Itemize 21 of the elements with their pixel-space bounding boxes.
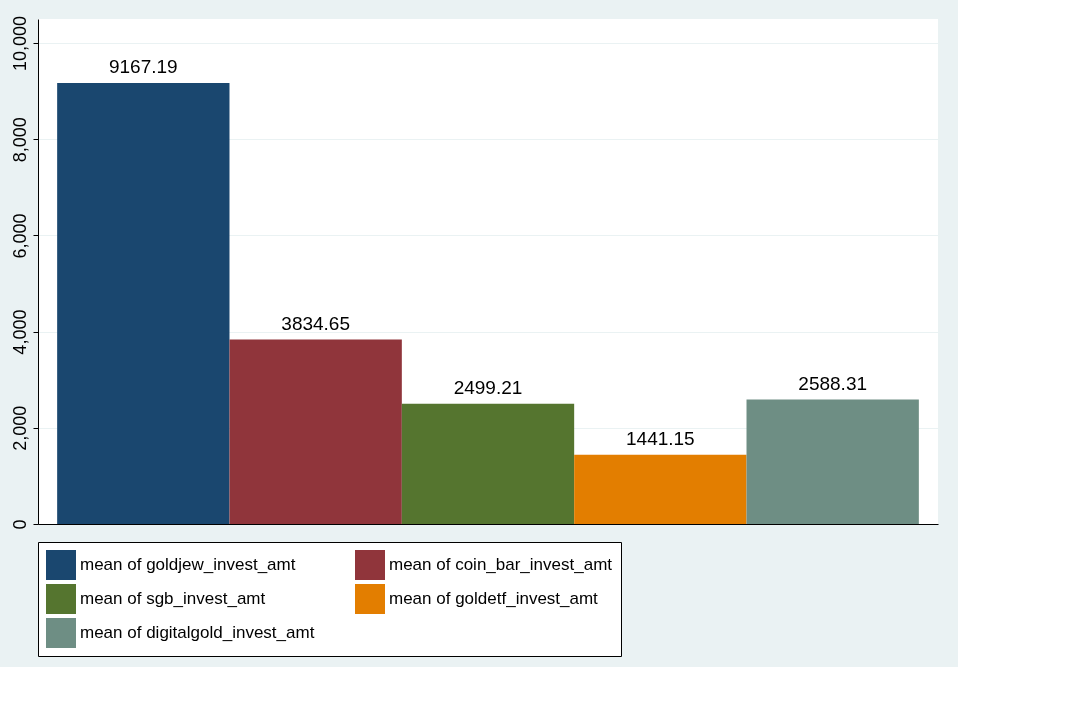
legend-label: mean of goldjew_invest_amt bbox=[80, 555, 296, 574]
data-label: 2499.21 bbox=[453, 376, 523, 398]
y-tick-label: 8,000 bbox=[9, 117, 30, 163]
legend-label: mean of digitalgold_invest_amt bbox=[80, 623, 315, 642]
data-label: 1441.15 bbox=[626, 427, 695, 449]
y-tick-label: 6,000 bbox=[9, 213, 30, 259]
bar bbox=[229, 339, 402, 524]
y-tick-label: 4,000 bbox=[9, 309, 30, 355]
legend-label: mean of sgb_invest_amt bbox=[80, 589, 266, 608]
y-tick-label: 0 bbox=[9, 519, 30, 530]
bar bbox=[746, 399, 919, 524]
y-tick-label: 10,000 bbox=[9, 16, 30, 72]
bar bbox=[401, 403, 575, 524]
data-label: 3834.65 bbox=[281, 312, 350, 334]
legend-label: mean of goldetf_invest_amt bbox=[389, 589, 599, 608]
bar bbox=[57, 83, 230, 524]
bar bbox=[574, 454, 747, 524]
data-label: 2588.31 bbox=[798, 372, 868, 394]
data-label: 9167.19 bbox=[108, 56, 178, 78]
y-tick-label: 2,000 bbox=[9, 405, 30, 451]
legend-label: mean of coin_bar_invest_amt bbox=[389, 555, 613, 574]
